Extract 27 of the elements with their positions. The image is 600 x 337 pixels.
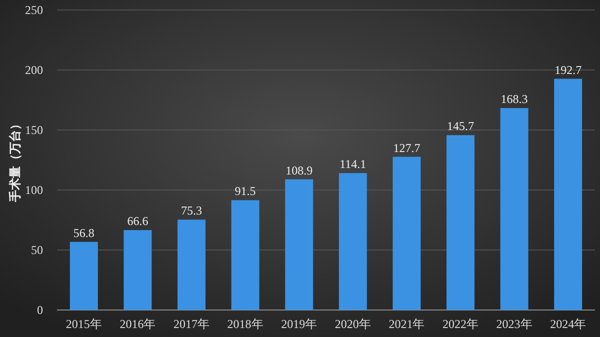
x-tick-label: 2015年 xyxy=(66,317,102,331)
y-tick-label: 50 xyxy=(31,243,43,258)
data-label: 91.5 xyxy=(234,184,256,198)
y-tick-label: 150 xyxy=(25,123,43,138)
y-tick-label: 250 xyxy=(25,3,43,18)
x-tick-label: 2022年 xyxy=(442,317,478,331)
data-label: 56.8 xyxy=(73,226,94,240)
data-label: 127.7 xyxy=(393,140,420,155)
data-label: 108.9 xyxy=(286,163,313,178)
y-tick-label: 200 xyxy=(25,63,43,78)
x-tick-label: 2016年 xyxy=(120,317,156,331)
y-tick-label: 100 xyxy=(25,183,43,198)
x-tick-label: 2018年 xyxy=(227,317,264,331)
data-label: 145.7 xyxy=(447,119,474,134)
data-label: 192.7 xyxy=(554,62,582,77)
x-tick-label: 2019年 xyxy=(281,317,318,331)
x-tick-label: 2020年 xyxy=(334,317,371,331)
x-tick-label: 2021年 xyxy=(388,317,425,331)
data-label: 114.1 xyxy=(340,157,366,172)
data-label: 75.3 xyxy=(181,204,202,218)
y-axis-title: 手术量（万台） xyxy=(8,118,22,203)
x-tick-label: 2017年 xyxy=(174,317,210,331)
x-tick-label: 2024年 xyxy=(550,317,586,331)
x-tick-label: 2023年 xyxy=(496,317,532,331)
data-label: 66.6 xyxy=(127,214,148,228)
data-label: 168.3 xyxy=(500,92,528,106)
y-tick-label: 0 xyxy=(37,303,43,318)
